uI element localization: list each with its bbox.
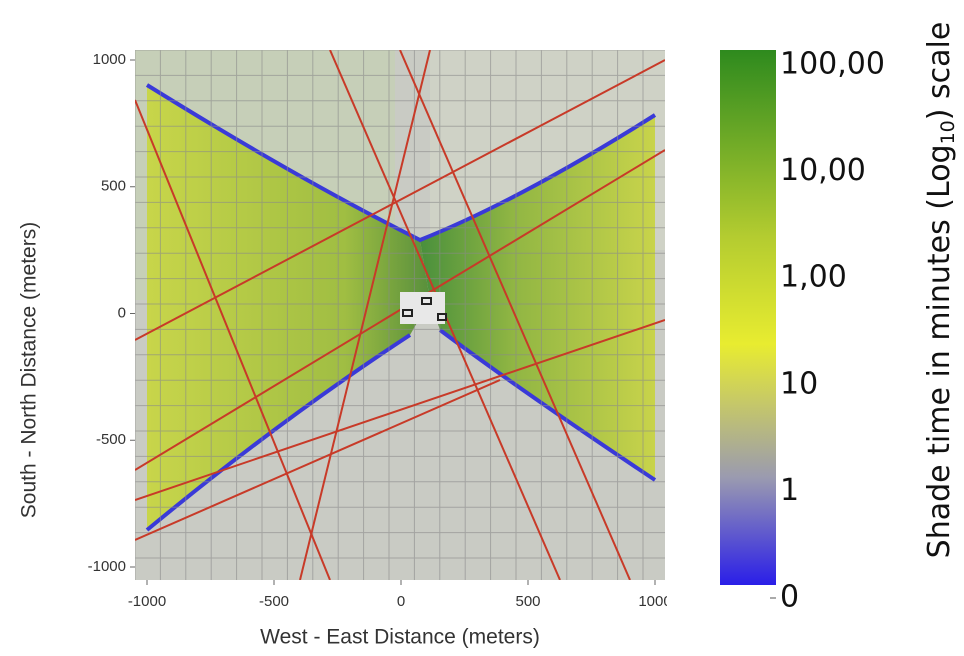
y-tick-label: 1000 bbox=[93, 51, 126, 68]
colorbar-label: 10 bbox=[780, 366, 818, 401]
colorbar-label: 0 bbox=[780, 580, 799, 615]
x-tick-label: 500 bbox=[515, 593, 540, 610]
colorbar-label: 1 bbox=[780, 473, 799, 508]
colorbar bbox=[720, 50, 776, 585]
x-tick-label: 0 bbox=[397, 593, 405, 610]
x-tick-label: -500 bbox=[259, 593, 289, 610]
x-tick-label: 1000 bbox=[638, 593, 671, 610]
colorbar-label: 100,00 bbox=[780, 47, 885, 82]
colorbar-label: 10,00 bbox=[780, 153, 866, 188]
colorbar-title-part: Shade time in minutes (Log bbox=[922, 144, 957, 558]
map-image bbox=[135, 50, 665, 580]
shadow-edge bbox=[145, 83, 657, 243]
roads bbox=[135, 50, 665, 580]
colorbar-label: 1,00 bbox=[780, 260, 847, 295]
colorbar-title: Shade time in minutes (Log10) scale bbox=[922, 22, 959, 559]
x-ticks: -1000 -500 0 500 1000 bbox=[128, 593, 671, 610]
axes: -1000 -500 0 500 1000 -1000 -500 0 500 1000 100,00… bbox=[88, 47, 885, 615]
turbines bbox=[402, 297, 447, 321]
shadow-edge bbox=[145, 333, 412, 532]
shadow-east bbox=[420, 115, 655, 480]
x-axis-label: West - East Distance (meters) bbox=[260, 626, 540, 649]
x-tick-label: -1000 bbox=[128, 593, 166, 610]
y-tick-label: -1000 bbox=[88, 558, 126, 575]
map-grid bbox=[135, 50, 665, 580]
shadow-west bbox=[147, 85, 430, 530]
y-tick-label: 500 bbox=[101, 178, 126, 195]
colorbar-title-part: ) scale bbox=[922, 22, 957, 121]
y-tick-label: 0 bbox=[118, 304, 126, 321]
colorbar-title-sub: 10 bbox=[937, 120, 959, 144]
y-axis-label: South - North Distance (meters) bbox=[18, 222, 41, 518]
y-tick-label: -500 bbox=[96, 431, 126, 448]
shadow-edge bbox=[438, 328, 657, 482]
